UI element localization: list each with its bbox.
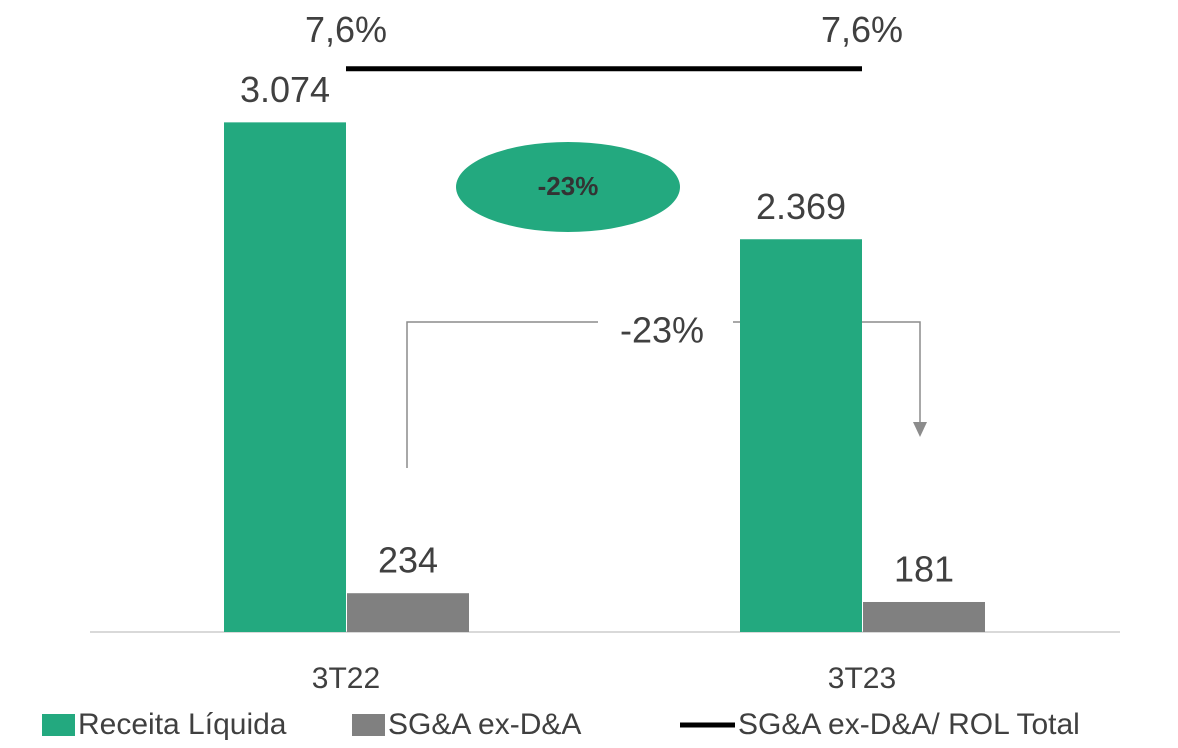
bracket-arrow — [913, 422, 927, 437]
bar — [740, 239, 862, 632]
change-badge — [456, 142, 680, 232]
bracket-label: -23% — [620, 310, 704, 351]
data-label: 2.369 — [756, 186, 846, 227]
legend-swatch — [42, 714, 75, 736]
legend-swatch — [352, 714, 385, 736]
data-label: 181 — [894, 549, 954, 590]
legend-label: Receita Líquida — [78, 708, 287, 741]
bracket-left — [406, 321, 598, 468]
line-label: 7,6% — [305, 9, 387, 50]
change-badge-label: -23% — [538, 171, 599, 201]
bar — [347, 593, 469, 632]
data-label: 234 — [378, 540, 438, 581]
legend-label: SG&A ex-D&A/ ROL Total — [738, 708, 1080, 741]
line-label: 7,6% — [821, 9, 903, 50]
bar — [224, 122, 346, 632]
bar — [863, 601, 985, 632]
x-tick-label: 3T23 — [828, 662, 896, 695]
legend-label: SG&A ex-D&A — [388, 708, 581, 741]
x-tick-label: 3T22 — [312, 662, 380, 695]
data-label: 3.074 — [240, 69, 330, 110]
